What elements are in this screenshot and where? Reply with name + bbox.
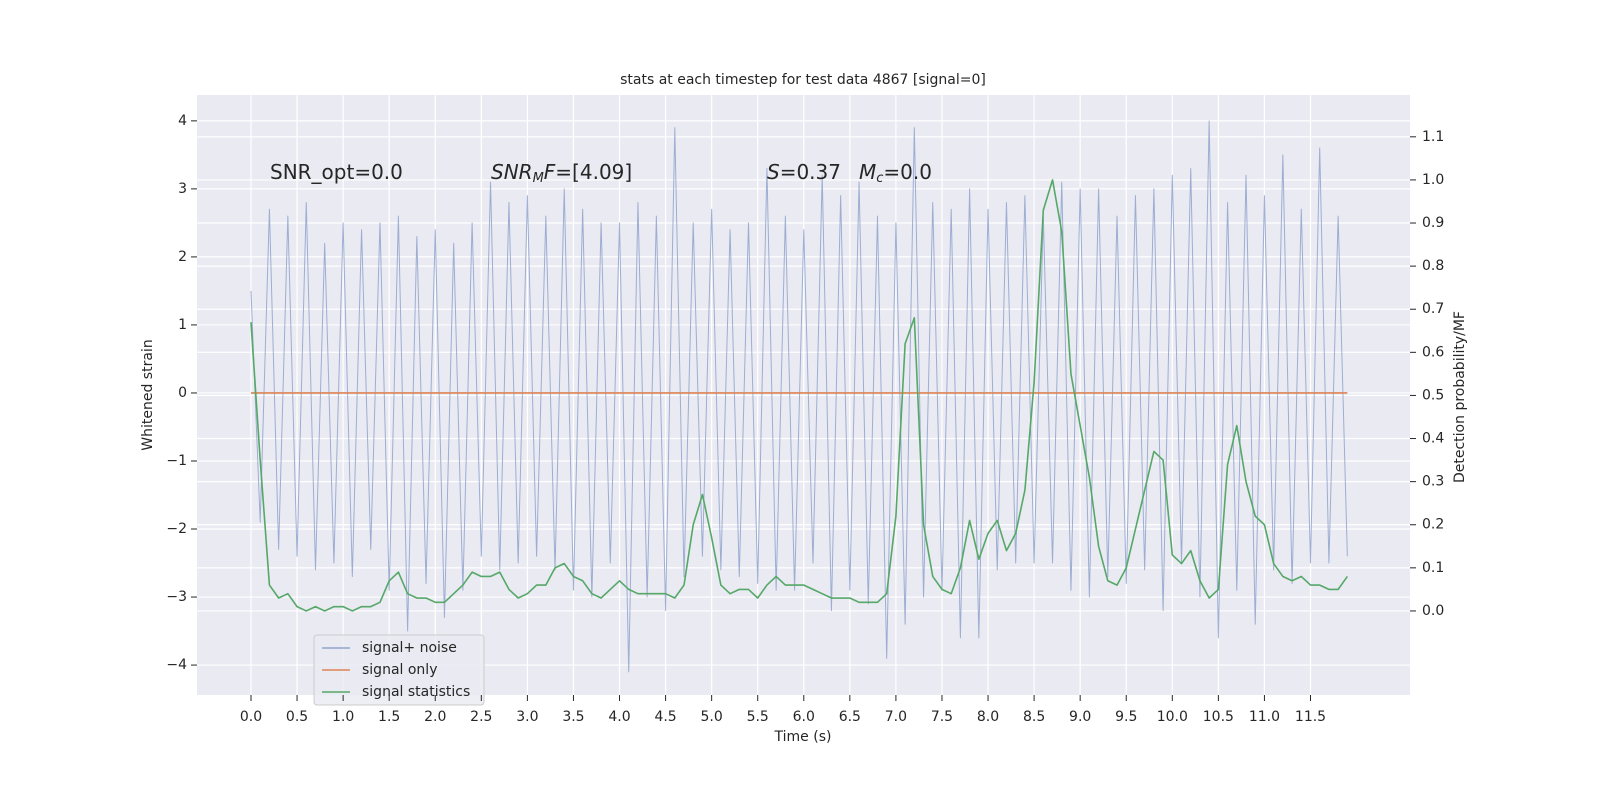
annotation-part: c [876, 171, 883, 186]
x-tick-label: 5.5 [747, 709, 769, 725]
x-tick-label: 9.5 [1115, 709, 1137, 725]
annotation-part: SNR [491, 160, 533, 184]
x-tick-label: 7.0 [885, 709, 907, 725]
annotation-part: SNR_opt=0.0 [270, 160, 403, 184]
x-tick-label: 1.0 [332, 709, 354, 725]
x-tick-label: 3.5 [562, 709, 584, 725]
annotation-part: M [859, 160, 876, 184]
y2-tick-label: 0.9 [1422, 215, 1444, 231]
y2-tick-label: 0.1 [1422, 560, 1444, 576]
x-tick-label: 11.5 [1295, 709, 1326, 725]
x-tick-label: 4.0 [608, 709, 630, 725]
annotation-part: =0.0 [883, 160, 932, 184]
annotation-part: =[4.09] [555, 160, 632, 184]
y-tick-label: −1 [166, 453, 187, 469]
marks [250, 120, 1349, 673]
y2-tick-label: 0.0 [1422, 603, 1444, 619]
annotation-part: M [533, 171, 544, 186]
x-tick-label: 1.5 [378, 709, 400, 725]
x-axis-label: Time (s) [774, 729, 832, 745]
legend-label: signal only [362, 662, 437, 678]
legend-box [313, 634, 485, 706]
x-tick-label: 10.0 [1157, 709, 1188, 725]
y-axis-label: Whitened strain [140, 339, 156, 450]
y2-tick-label: 0.7 [1422, 301, 1444, 317]
series-line [250, 120, 1348, 673]
y2-tick-label: 0.6 [1422, 344, 1444, 360]
legend: signal+ noise signal only signal statistic… [313, 634, 485, 706]
y2-tick-label: 0.5 [1422, 387, 1444, 403]
y2-tick-label: 1.0 [1422, 172, 1444, 188]
y-tick-label: 3 [178, 181, 187, 197]
y2-axis-label: Detection probability/MF [1452, 311, 1468, 483]
y2-tick-label: 0.3 [1422, 474, 1444, 490]
x-tick-label: 8.5 [1023, 709, 1045, 725]
y-tick-label: 0 [178, 385, 187, 401]
y2-tick-label: 0.8 [1422, 258, 1444, 274]
annotation-part: F [544, 160, 556, 184]
x-tick-label: 3.0 [516, 709, 538, 725]
y2-tick-label: 0.4 [1422, 431, 1444, 447]
x-tick-label: 8.0 [977, 709, 999, 725]
y-tick-label: −2 [166, 521, 187, 537]
x-tick-label: 0.0 [240, 709, 262, 725]
y-tick-label: −3 [166, 589, 187, 605]
y-tick-label: 4 [178, 113, 187, 129]
annotation: SNRMF=[4.09] [491, 160, 632, 186]
series-line [250, 179, 1349, 612]
x-tick-label: 6.5 [839, 709, 861, 725]
annotation: SNR_opt=0.0 [270, 160, 403, 184]
y2-tick-label: 0.2 [1422, 517, 1444, 533]
y-tick-label: 1 [178, 317, 187, 333]
chart-title: stats at each timestep for test data 486… [620, 72, 986, 88]
y-tick-label: 2 [178, 249, 187, 265]
x-tick-label: 0.5 [286, 709, 308, 725]
x-tick-label: 7.5 [931, 709, 953, 725]
annotation-part: =0.37 [780, 160, 841, 184]
x-tick-label: 4.5 [654, 709, 676, 725]
annotation-part: S [767, 160, 780, 184]
x-tick-label: 10.5 [1203, 709, 1234, 725]
x-tick-label: 6.0 [793, 709, 815, 725]
y-tick-label: −4 [166, 657, 187, 673]
x-tick-label: 2.0 [424, 709, 446, 725]
x-tick-label: 5.0 [701, 709, 723, 725]
y2-tick-label: 1.1 [1422, 129, 1444, 145]
x-tick-label: 2.5 [470, 709, 492, 725]
annotation: S=0.37 [767, 160, 841, 184]
legend-label: signal statistics [362, 684, 470, 700]
annotation: Mc=0.0 [859, 160, 932, 186]
x-tick-label: 11.0 [1249, 709, 1280, 725]
x-tick-label: 9.0 [1069, 709, 1091, 725]
legend-label: signal+ noise [362, 640, 457, 656]
